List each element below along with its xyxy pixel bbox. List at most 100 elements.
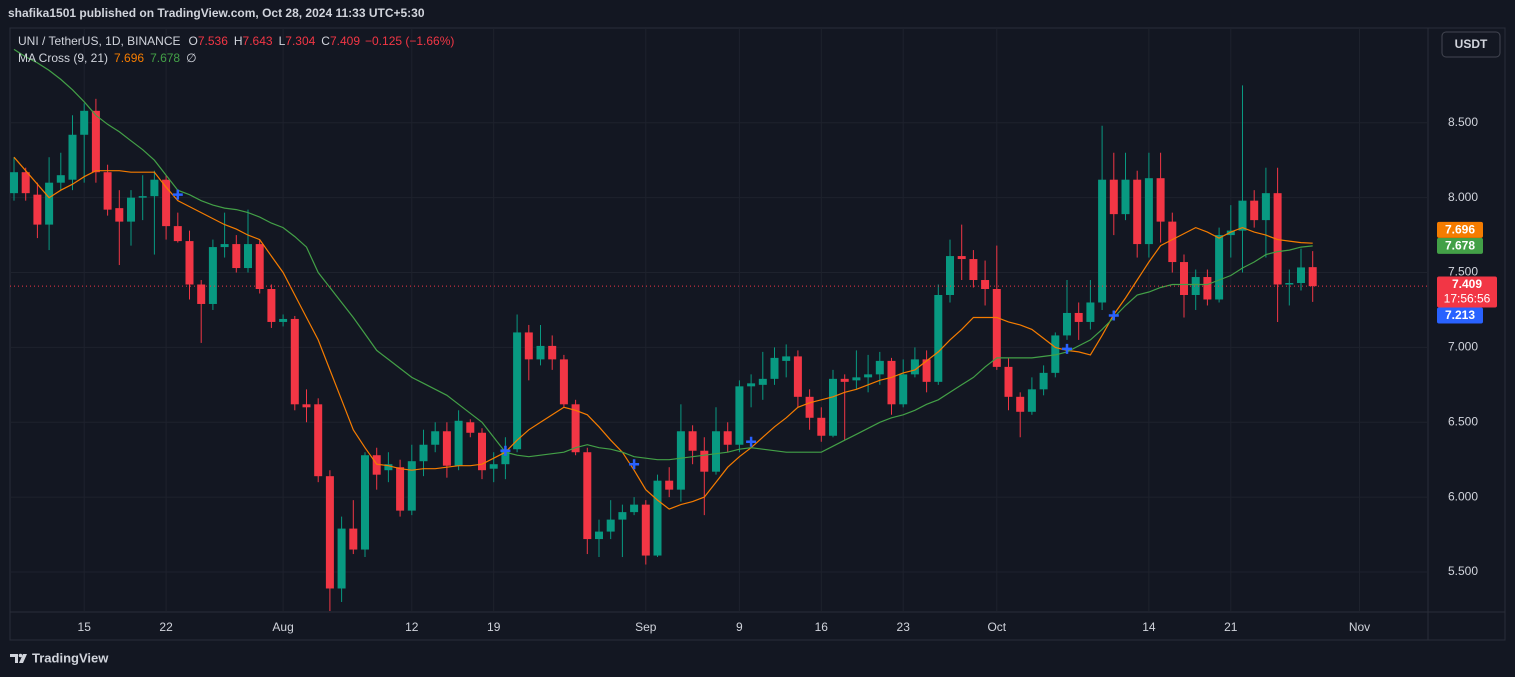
candle-body (150, 179, 159, 197)
candle-body (618, 512, 627, 520)
candle-body (173, 226, 182, 242)
candle-body (1086, 302, 1095, 322)
cross-marker (1062, 343, 1072, 354)
x-tick-label: 9 (736, 620, 743, 634)
plot (10, 48, 1428, 611)
candle-body (220, 244, 229, 248)
candle-body (735, 386, 744, 445)
ma-line (13, 156, 1313, 510)
candle-body (1273, 193, 1282, 285)
candle-body (384, 464, 393, 471)
candle-body (688, 431, 697, 451)
x-tick-label: 16 (815, 620, 829, 634)
candle-body (887, 360, 896, 405)
candle-body (1203, 277, 1212, 300)
currency-button[interactable] (1441, 31, 1501, 58)
candle-body (770, 357, 779, 379)
cross-marker (1108, 310, 1119, 321)
legend-main: UNI / TetherUS, 1D, BINANCE O7.536 H7.643 L… (18, 34, 454, 48)
x-tick-label: Aug (272, 620, 293, 634)
candle-body (489, 464, 498, 469)
candle-body (864, 374, 873, 378)
symbol-title: UNI / TetherUS, 1D, BINANCE (18, 34, 181, 48)
candle-body (1109, 179, 1118, 215)
price-tag-label: 7.409 (1452, 277, 1482, 291)
overlay: UNI / TetherUS, 1D, BINANCE O7.536 H7.643 L… (18, 34, 1497, 324)
candle-body (1308, 267, 1317, 287)
candle-body (208, 247, 217, 304)
brand-icon-dot (18, 653, 23, 658)
brand: TradingView (32, 650, 109, 665)
candle-body (700, 450, 709, 472)
currency[interactable]: USDT (1455, 37, 1488, 51)
candle-body (1121, 179, 1130, 215)
y-tick-label: 7.000 (1448, 340, 1478, 354)
candle-body (21, 172, 30, 194)
candle-body (536, 345, 545, 360)
x-tick-label: Sep (635, 620, 657, 634)
candle-body (1261, 193, 1270, 221)
candle-body (1039, 372, 1048, 390)
candle-body (91, 110, 100, 173)
candle-body (852, 377, 861, 381)
candle-body (1004, 366, 1013, 397)
candle-body (934, 294, 943, 382)
candle-body (548, 345, 557, 360)
candle-body (1238, 200, 1247, 231)
candle-body (1051, 335, 1060, 373)
ohlc-label: C (321, 34, 330, 48)
candle-body (396, 467, 405, 511)
candle-body (361, 455, 369, 550)
candle-body (478, 432, 486, 471)
candle-body (162, 179, 171, 227)
price-tag-label: 7.678 (1445, 239, 1475, 253)
candle-body (407, 461, 416, 511)
ohlc-value: 7.536 (198, 34, 228, 48)
candle-body (747, 383, 756, 387)
candle-body (1074, 312, 1083, 322)
cross-marker (746, 436, 757, 447)
candle-body (723, 431, 732, 445)
candle-body (1133, 179, 1142, 245)
candle-body (641, 504, 650, 556)
candle-body (1168, 221, 1177, 263)
legend-indicator: MA Cross (9, 21) 7.696 7.678 ∅ (18, 51, 197, 65)
candle-body (431, 431, 440, 445)
candle-body (840, 378, 849, 382)
candle-body (782, 356, 791, 361)
candle-body (899, 374, 908, 405)
candle-body (1297, 267, 1305, 284)
y-tick-label: 5.500 (1448, 564, 1478, 578)
candle-body (992, 289, 1001, 367)
candle-body (1027, 389, 1036, 412)
candle-body (454, 420, 463, 466)
candle-body (817, 417, 826, 436)
candle-body (337, 528, 346, 589)
candle-body (501, 449, 510, 465)
cross-marker (172, 189, 183, 200)
candle-body (290, 318, 299, 405)
candle-body (325, 476, 334, 589)
candle-body (653, 480, 662, 556)
candle-body (805, 396, 814, 418)
price-tag (1437, 237, 1483, 254)
candle-body (875, 360, 884, 375)
candle-body (1285, 283, 1294, 285)
indicator-value: 7.696 (114, 51, 144, 65)
candle-body (349, 528, 358, 550)
candle-body (442, 431, 451, 466)
indicator-value: 7.678 (150, 51, 180, 65)
candle-body (583, 452, 592, 540)
candle-body (1226, 230, 1235, 236)
ohlc-label: O (189, 34, 198, 48)
candle-body (138, 196, 147, 198)
price-tag-label: 7.213 (1445, 308, 1475, 322)
ohlc-value: 7.304 (285, 34, 315, 48)
candle-body (595, 531, 603, 540)
candle-body (279, 318, 288, 322)
candle-body (1063, 312, 1071, 336)
price-tag-label: 7.696 (1445, 223, 1475, 237)
candle-body (829, 378, 837, 436)
candle-body (957, 256, 966, 260)
